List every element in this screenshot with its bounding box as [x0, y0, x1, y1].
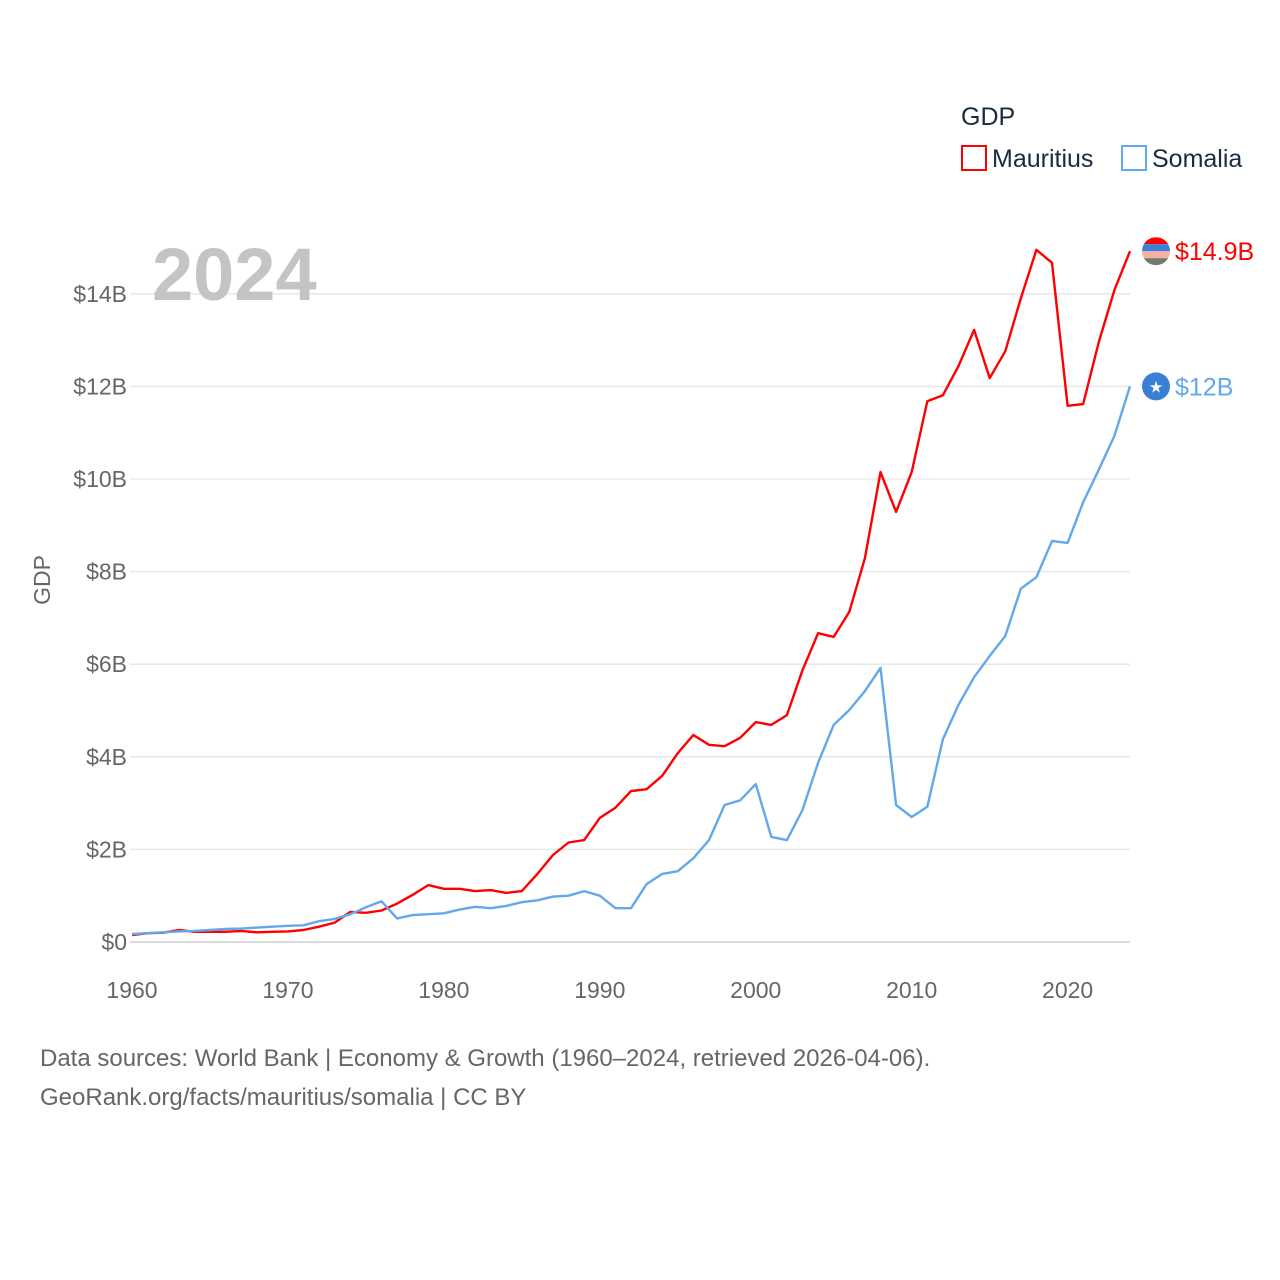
y-tick-label: $12B	[73, 373, 127, 399]
legend-title: GDP	[961, 103, 1015, 131]
legend-label-somalia: Somalia	[1152, 145, 1242, 173]
y-tick-label: $14B	[73, 281, 127, 307]
x-tick-label: 2000	[730, 977, 781, 1003]
legend-item-mauritius[interactable]: Mauritius	[961, 145, 1093, 173]
y-axis-label: GDP	[29, 555, 55, 605]
legend-swatch-mauritius	[961, 145, 987, 171]
somalia-flag-icon: ★	[1142, 372, 1170, 401]
legend-item-somalia[interactable]: Somalia	[1121, 145, 1242, 173]
x-axis-ticks: 1960 1970 1980 1990 2000 2010 2020	[106, 977, 1093, 1003]
y-tick-label: $8B	[86, 559, 127, 585]
series-line-somalia	[131, 386, 1132, 936]
x-tick-label: 1960	[106, 977, 157, 1003]
series-end-labels: $14.9B ★ $12B	[1142, 237, 1254, 401]
x-tick-label: 1980	[418, 977, 469, 1003]
y-tick-label: $0	[101, 929, 127, 955]
mauritius-flag-icon	[1142, 237, 1170, 266]
footer-sources: Data sources: World Bank | Economy & Gro…	[40, 1045, 931, 1072]
y-tick-label: $2B	[86, 836, 127, 862]
end-label-mauritius: $14.9B	[1175, 238, 1254, 266]
x-tick-label: 2010	[886, 977, 937, 1003]
footer-link[interactable]: GeoRank.org/facts/mauritius/somalia | CC…	[40, 1084, 527, 1111]
end-label-somalia: $12B	[1175, 373, 1233, 401]
y-tick-label: $6B	[86, 651, 127, 677]
y-axis-ticks: $0 $2B $4B $6B $8B $10B $12B $14B	[73, 281, 127, 955]
series-line-mauritius	[131, 248, 1132, 937]
legend: GDP Mauritius Somalia	[961, 103, 1242, 173]
x-tick-label: 1990	[574, 977, 625, 1003]
year-watermark: 2024	[152, 233, 317, 316]
legend-swatch-somalia	[1121, 145, 1147, 171]
series-lines	[131, 248, 1132, 937]
x-tick-label: 1970	[262, 977, 313, 1003]
gridlines	[130, 293, 1130, 943]
svg-text:★: ★	[1149, 379, 1163, 396]
x-tick-label: 2020	[1042, 977, 1093, 1003]
y-tick-label: $4B	[86, 744, 127, 770]
y-tick-label: $10B	[73, 466, 127, 492]
legend-label-mauritius: Mauritius	[992, 145, 1093, 173]
